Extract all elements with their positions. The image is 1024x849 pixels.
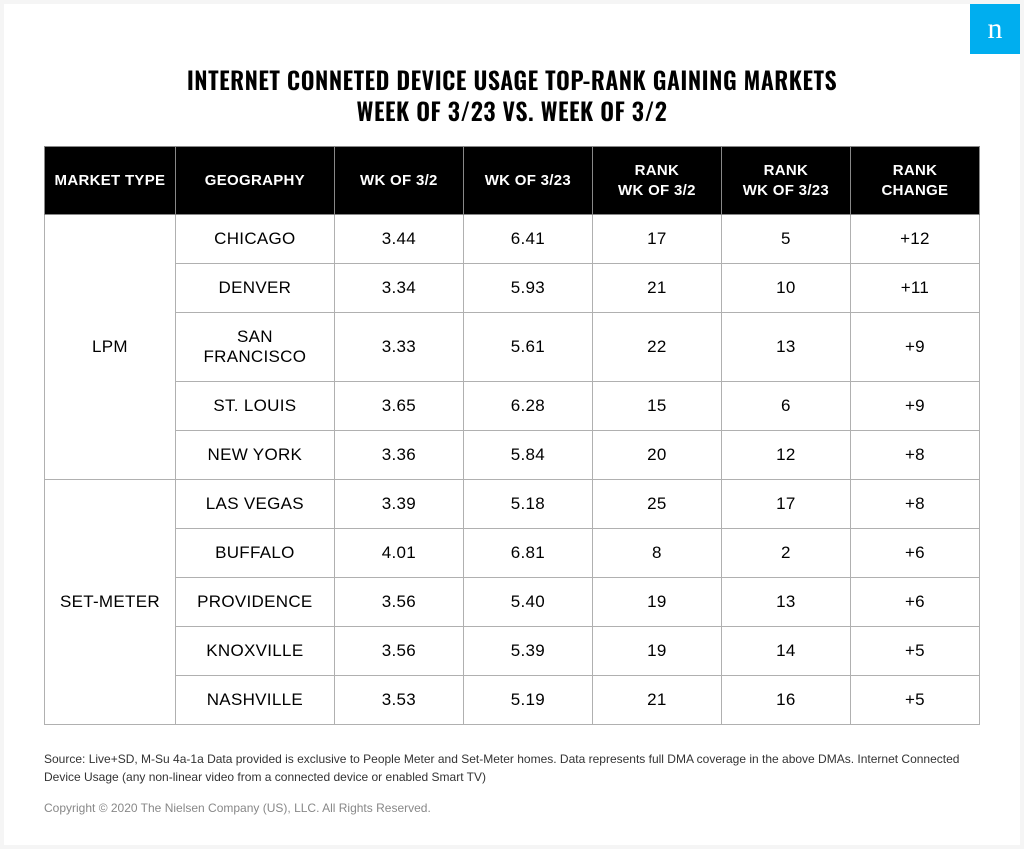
column-header: WK OF 3/23 <box>463 147 592 215</box>
table-row: DENVER3.345.932110+11 <box>45 264 980 313</box>
table-row: KNOXVILLE3.565.391914+5 <box>45 627 980 676</box>
column-header: RANKWK OF 3/23 <box>721 147 850 215</box>
column-header: RANKWK OF 3/2 <box>592 147 721 215</box>
market-type-cell: LPM <box>45 215 176 480</box>
data-cell: +6 <box>850 578 979 627</box>
data-cell: ST. LOUIS <box>175 382 334 431</box>
data-cell: +9 <box>850 313 979 382</box>
report-card: n INTERNET CONNETED DEVICE USAGE TOP-RAN… <box>4 4 1020 845</box>
data-cell: 3.36 <box>334 431 463 480</box>
column-header: MARKET TYPE <box>45 147 176 215</box>
data-cell: 20 <box>592 431 721 480</box>
data-cell: 8 <box>592 529 721 578</box>
data-cell: 5.40 <box>463 578 592 627</box>
data-cell: CHICAGO <box>175 215 334 264</box>
data-cell: 12 <box>721 431 850 480</box>
table-row: SAN FRANCISCO3.335.612213+9 <box>45 313 980 382</box>
market-type-cell: SET-METER <box>45 480 176 725</box>
data-cell: 19 <box>592 578 721 627</box>
data-cell: 3.53 <box>334 676 463 725</box>
data-cell: +8 <box>850 431 979 480</box>
data-cell: +12 <box>850 215 979 264</box>
title-line-2: WEEK OF 3/23 VS. WEEK OF 3/2 <box>357 92 668 128</box>
nielsen-logo: n <box>970 4 1020 54</box>
data-cell: 3.56 <box>334 578 463 627</box>
data-cell: 25 <box>592 480 721 529</box>
data-cell: 3.65 <box>334 382 463 431</box>
data-cell: 15 <box>592 382 721 431</box>
table-row: ST. LOUIS3.656.28156+9 <box>45 382 980 431</box>
table-row: BUFFALO4.016.8182+6 <box>45 529 980 578</box>
data-cell: 17 <box>592 215 721 264</box>
rank-table: MARKET TYPEGEOGRAPHYWK OF 3/2WK OF 3/23R… <box>44 146 980 725</box>
data-cell: 13 <box>721 313 850 382</box>
data-cell: NEW YORK <box>175 431 334 480</box>
data-cell: 3.33 <box>334 313 463 382</box>
data-cell: 5.39 <box>463 627 592 676</box>
data-cell: 5.61 <box>463 313 592 382</box>
data-cell: 5.18 <box>463 480 592 529</box>
data-cell: +6 <box>850 529 979 578</box>
logo-letter: n <box>988 12 1003 46</box>
data-cell: 14 <box>721 627 850 676</box>
data-cell: 3.44 <box>334 215 463 264</box>
table-body: LPMCHICAGO3.446.41175+12DENVER3.345.9321… <box>45 215 980 725</box>
data-cell: PROVIDENCE <box>175 578 334 627</box>
data-cell: BUFFALO <box>175 529 334 578</box>
data-cell: 19 <box>592 627 721 676</box>
data-cell: 6.41 <box>463 215 592 264</box>
column-header: RANK CHANGE <box>850 147 979 215</box>
data-cell: LAS VEGAS <box>175 480 334 529</box>
data-cell: 3.34 <box>334 264 463 313</box>
data-cell: +9 <box>850 382 979 431</box>
table-row: PROVIDENCE3.565.401913+6 <box>45 578 980 627</box>
column-header: WK OF 3/2 <box>334 147 463 215</box>
data-cell: 22 <box>592 313 721 382</box>
report-title: INTERNET CONNETED DEVICE USAGE TOP-RANK … <box>44 64 980 126</box>
data-cell: 10 <box>721 264 850 313</box>
data-cell: 5.19 <box>463 676 592 725</box>
data-cell: +8 <box>850 480 979 529</box>
copyright-note: Copyright © 2020 The Nielsen Company (US… <box>44 801 980 815</box>
data-cell: 17 <box>721 480 850 529</box>
table-row: SET-METERLAS VEGAS3.395.182517+8 <box>45 480 980 529</box>
table-row: LPMCHICAGO3.446.41175+12 <box>45 215 980 264</box>
data-cell: 5 <box>721 215 850 264</box>
data-cell: 6 <box>721 382 850 431</box>
data-cell: 6.81 <box>463 529 592 578</box>
data-cell: SAN FRANCISCO <box>175 313 334 382</box>
data-cell: +11 <box>850 264 979 313</box>
source-note: Source: Live+SD, M-Su 4a-1a Data provide… <box>44 750 980 786</box>
data-cell: NASHVILLE <box>175 676 334 725</box>
data-cell: 5.93 <box>463 264 592 313</box>
data-cell: 6.28 <box>463 382 592 431</box>
data-cell: KNOXVILLE <box>175 627 334 676</box>
table-row: NEW YORK3.365.842012+8 <box>45 431 980 480</box>
data-cell: 4.01 <box>334 529 463 578</box>
table-row: NASHVILLE3.535.192116+5 <box>45 676 980 725</box>
data-cell: 2 <box>721 529 850 578</box>
data-cell: 13 <box>721 578 850 627</box>
data-cell: 3.56 <box>334 627 463 676</box>
data-cell: 21 <box>592 676 721 725</box>
column-header: GEOGRAPHY <box>175 147 334 215</box>
data-cell: +5 <box>850 627 979 676</box>
data-cell: 16 <box>721 676 850 725</box>
data-cell: 3.39 <box>334 480 463 529</box>
table-head: MARKET TYPEGEOGRAPHYWK OF 3/2WK OF 3/23R… <box>45 147 980 215</box>
data-cell: 5.84 <box>463 431 592 480</box>
data-cell: DENVER <box>175 264 334 313</box>
data-cell: 21 <box>592 264 721 313</box>
data-cell: +5 <box>850 676 979 725</box>
